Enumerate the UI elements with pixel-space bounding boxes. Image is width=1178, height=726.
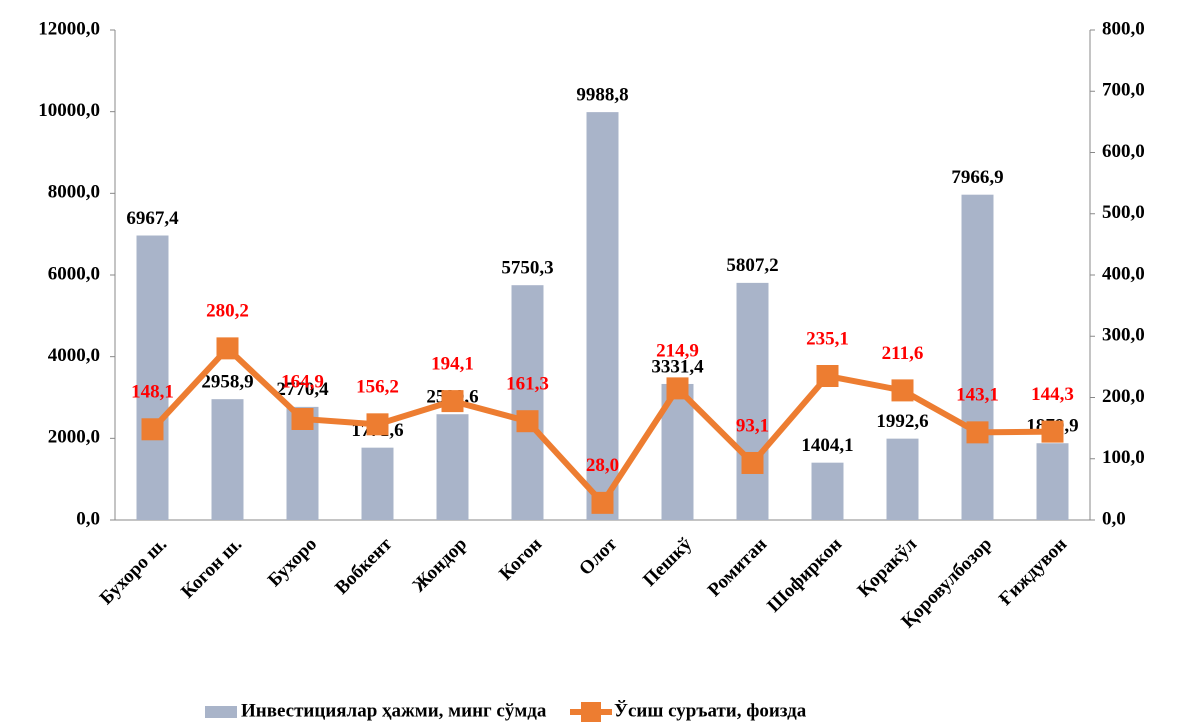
- y2-tick-label: 700,0: [1102, 80, 1145, 101]
- line-value-label: 235,1: [806, 328, 849, 349]
- line-value-label: 156,2: [356, 377, 399, 398]
- legend-swatch: [205, 706, 237, 718]
- line-marker: [366, 413, 389, 436]
- line-marker: [216, 337, 239, 360]
- y-tick-label: 0,0: [76, 508, 100, 529]
- line-marker: [966, 421, 989, 444]
- y2-tick-label: 200,0: [1102, 386, 1145, 407]
- line-marker: [141, 418, 164, 441]
- bar-value-label: 9988,8: [576, 84, 628, 105]
- line-marker: [591, 491, 614, 514]
- y-tick-label: 4000,0: [48, 345, 100, 366]
- bar-value-label: 2958,9: [201, 372, 253, 393]
- y2-tick-label: 400,0: [1102, 263, 1145, 284]
- line-marker: [291, 407, 314, 430]
- bar: [211, 399, 244, 520]
- line-value-label: 194,1: [431, 353, 474, 374]
- y-tick-label: 8000,0: [48, 182, 100, 203]
- legend-label: Инвестициялар ҳажми, минг сўмда: [241, 700, 547, 721]
- bar-value-label: 2770,4: [276, 379, 329, 400]
- x-tick-label: Когон ш.: [177, 534, 246, 603]
- bar-value-label: 3331,4: [651, 356, 704, 377]
- y2-tick-label: 100,0: [1102, 447, 1145, 468]
- line-value-label: 164,9: [281, 371, 324, 392]
- bar-value-label: 7966,9: [951, 167, 1003, 188]
- line-value-label: 214,9: [656, 341, 699, 362]
- line-marker: [1041, 420, 1064, 443]
- bar-value-label: 6967,4: [126, 208, 179, 229]
- line-value-label: 280,2: [206, 301, 249, 322]
- bar: [811, 462, 844, 520]
- x-tick-label: Қоракўл: [854, 534, 922, 602]
- x-tick-label: Шофиркон: [763, 534, 846, 617]
- x-tick-label: Ромитан: [704, 534, 771, 601]
- y-tick-label: 10000,0: [38, 100, 100, 121]
- y2-tick-label: 600,0: [1102, 141, 1145, 162]
- y-tick-label: 2000,0: [48, 427, 100, 448]
- y2-tick-label: 0,0: [1102, 508, 1126, 529]
- line-marker: [891, 379, 914, 402]
- line-value-label: 144,3: [1031, 384, 1074, 405]
- x-tick-label: Жондор: [409, 534, 472, 597]
- x-tick-label: Бухоро ш.: [96, 534, 171, 609]
- bar: [586, 112, 619, 521]
- line-marker: [741, 451, 764, 474]
- line-marker: [516, 410, 539, 433]
- x-tick-label: Вобкент: [331, 533, 396, 598]
- y-tick-label: 12000,0: [38, 18, 100, 39]
- bar: [361, 447, 394, 520]
- bar: [886, 438, 919, 520]
- x-tick-label: Олот: [575, 533, 621, 579]
- bar-value-label: 1404,1: [801, 435, 853, 456]
- y2-tick-label: 300,0: [1102, 325, 1145, 346]
- x-tick-label: Ғиждувон: [995, 534, 1071, 610]
- bar: [136, 235, 169, 520]
- legend-swatch: [581, 702, 601, 722]
- y2-tick-label: 500,0: [1102, 202, 1145, 223]
- bar-value-label: 1992,6: [876, 411, 928, 432]
- y-tick-label: 6000,0: [48, 263, 100, 284]
- x-tick-label: Когон: [495, 534, 546, 585]
- line-value-label: 143,1: [956, 385, 999, 406]
- bar: [436, 414, 469, 520]
- bar: [511, 285, 544, 520]
- line-value-label: 28,0: [586, 455, 619, 476]
- line-value-label: 211,6: [882, 343, 924, 364]
- bar: [1036, 443, 1069, 520]
- legend-label: Ўсиш суръати, фоизда: [614, 699, 807, 721]
- bar: [961, 194, 994, 520]
- line-marker: [666, 377, 689, 400]
- line-marker: [441, 390, 464, 413]
- y2-tick-label: 800,0: [1102, 18, 1145, 39]
- bar-value-label: 5807,2: [726, 255, 778, 276]
- x-tick-label: Бухоро: [264, 534, 321, 591]
- line-value-label: 148,1: [131, 382, 174, 403]
- bar-value-label: 5750,3: [501, 258, 553, 279]
- line-value-label: 93,1: [736, 415, 769, 436]
- x-tick-label: Пешкў: [639, 533, 696, 590]
- line-value-label: 161,3: [506, 374, 549, 395]
- line-marker: [816, 365, 839, 388]
- bar: [736, 282, 769, 520]
